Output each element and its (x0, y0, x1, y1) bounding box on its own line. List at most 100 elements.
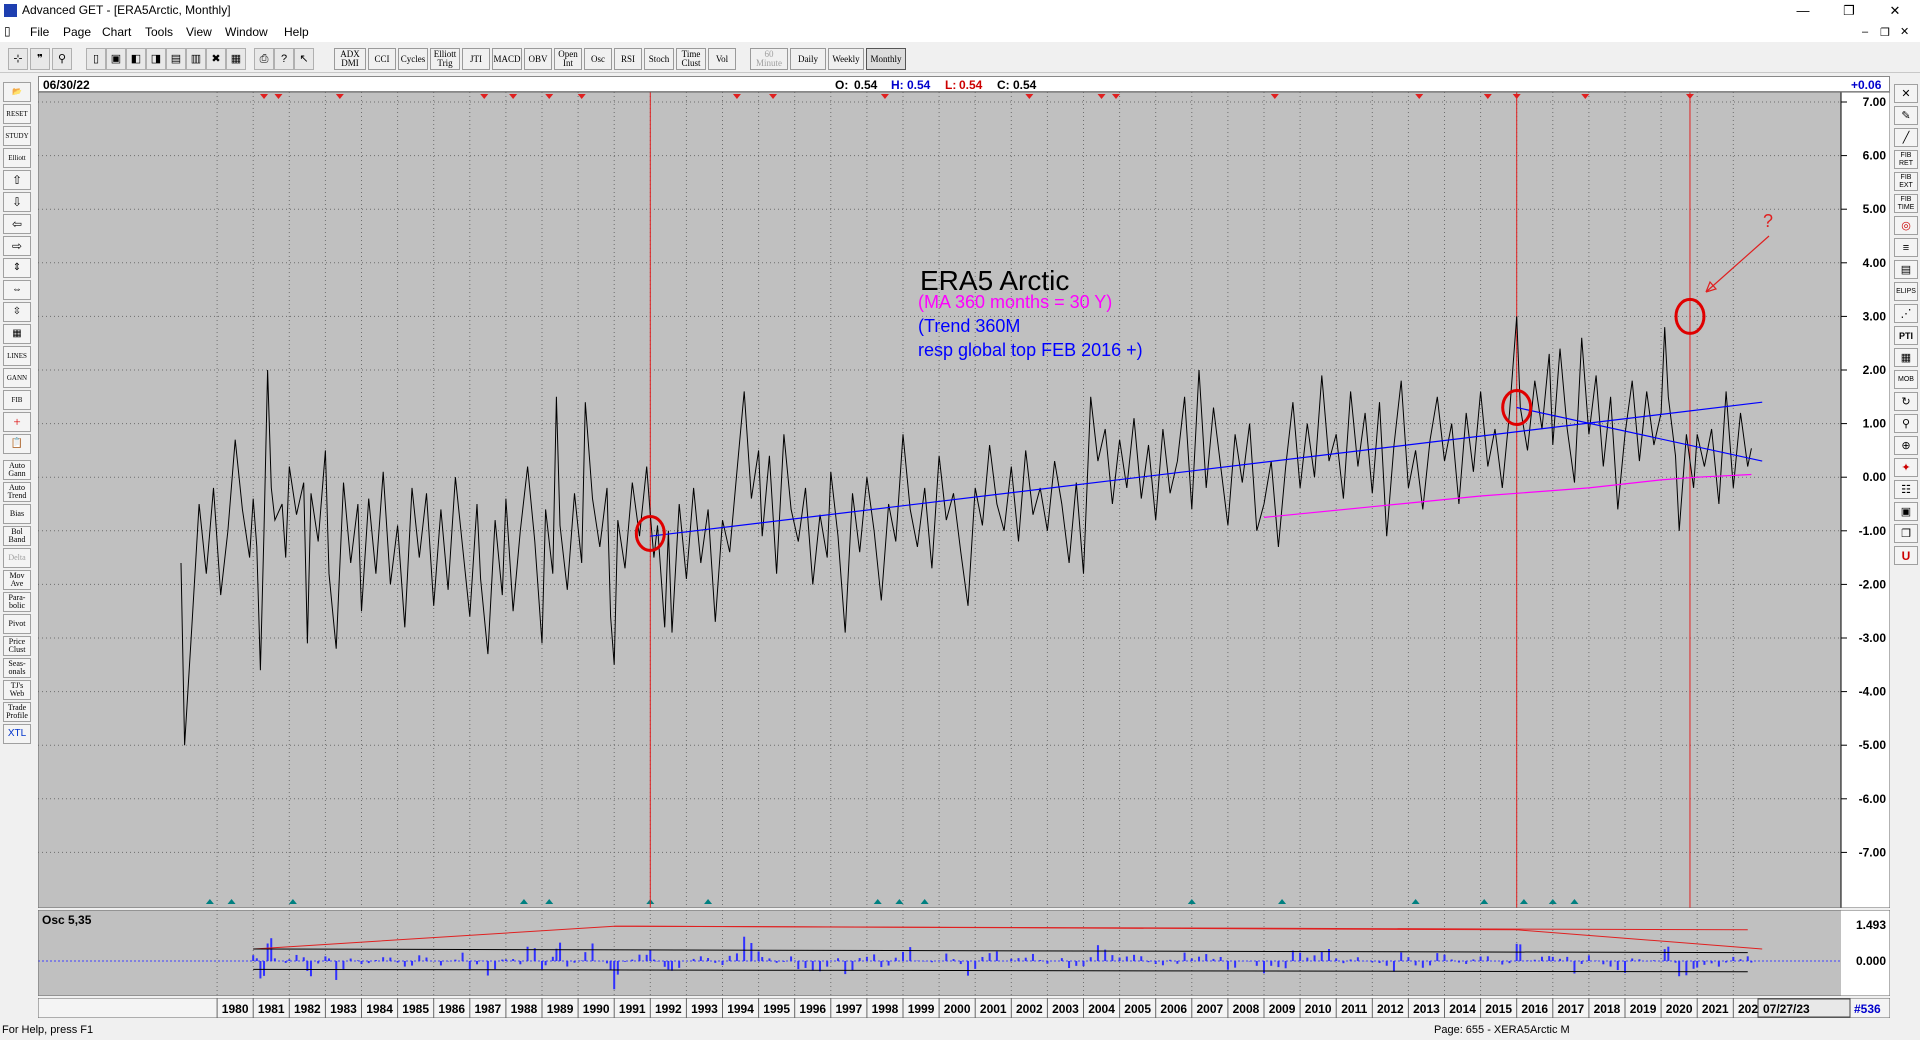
delete-icon[interactable]: ✖ (206, 48, 226, 70)
report-icon[interactable]: ▣ (1894, 502, 1918, 521)
rsi-button[interactable]: RSI (614, 48, 642, 70)
target-icon[interactable]: ◎ (1894, 216, 1918, 235)
pencil-icon[interactable]: ✎ (1894, 106, 1918, 125)
quote-icon[interactable]: ❞ (30, 48, 50, 70)
vol-button[interactable]: Vol (708, 48, 736, 70)
arrow-right-icon[interactable]: ⇨ (3, 236, 31, 256)
oscillator-panel[interactable]: 1.493 0.000 Osc 5,35 (38, 910, 1890, 996)
bol-band-button[interactable]: Bol Band (3, 526, 31, 546)
fan-icon[interactable]: ⋰ (1894, 304, 1918, 323)
parabolic-button[interactable]: Para- bolic (3, 592, 31, 612)
delta-button[interactable]: Delta (3, 548, 31, 568)
mdi-close-button[interactable]: ✕ (1900, 26, 1910, 38)
menu-help[interactable]: Help (284, 25, 309, 39)
line-tool-icon[interactable]: ╱ (1894, 128, 1918, 147)
arrow-left-icon[interactable]: ⇦ (3, 214, 31, 234)
seasonals-button[interactable]: Seas- onals (3, 658, 31, 678)
zoom-area-icon[interactable]: ⊕ (1894, 436, 1918, 455)
new-page-icon[interactable]: ▯ (86, 48, 106, 70)
copy-icon[interactable]: ❐ (1894, 524, 1918, 543)
menu-tools[interactable]: Tools (145, 25, 174, 39)
bar-scale-icon[interactable]: ⇕ (3, 258, 31, 278)
close-button[interactable]: ✕ (1889, 3, 1901, 18)
elliott-trig-button[interactable]: Elliott Trig (430, 48, 460, 70)
arrow-up-icon[interactable]: ⇧ (3, 170, 31, 190)
list-icon[interactable]: ☷ (1894, 480, 1918, 499)
timeframe-monthly-button[interactable]: Monthly (866, 48, 906, 70)
help-icon[interactable]: ? (274, 48, 294, 70)
cycle-tool-icon[interactable]: ↻ (1894, 392, 1918, 411)
auto-gann-button[interactable]: Auto Gann (3, 460, 31, 480)
jti-button[interactable]: JTI (462, 48, 490, 70)
elips-button[interactable]: ELIPS (1894, 282, 1918, 301)
fib-button[interactable]: FIB (3, 390, 31, 410)
auto-trend-button[interactable]: Auto Trend (3, 482, 31, 502)
clipboard-icon[interactable]: 📋 (3, 434, 31, 454)
macd-button[interactable]: MACD (492, 48, 522, 70)
mdi-restore-button[interactable]: ❐ (1880, 27, 1890, 39)
arrange-icon[interactable]: ▥ (186, 48, 206, 70)
pivot-button[interactable]: Pivot (3, 614, 31, 634)
menu-view[interactable]: View (186, 25, 212, 39)
lines-button[interactable]: LINES (3, 346, 31, 366)
box-icon[interactable]: ▤ (1894, 260, 1918, 279)
save-icon[interactable]: ▣ (106, 48, 126, 70)
adx-dmi-button[interactable]: ADX DMI (334, 48, 366, 70)
timeframe-weekly-button[interactable]: Weekly (828, 48, 864, 70)
fib-ret-button[interactable]: FIB RET (1894, 150, 1918, 169)
cycles-button[interactable]: Cycles (398, 48, 428, 70)
tjs-web-button[interactable]: TJ's Web (3, 680, 31, 700)
magnet-icon[interactable]: U (1894, 546, 1918, 565)
restore-button[interactable]: ❐ (1843, 3, 1855, 18)
cci-button[interactable]: CCI (368, 48, 396, 70)
pti-button[interactable]: PTI (1894, 326, 1918, 345)
open-icon[interactable]: ◧ (126, 48, 146, 70)
price-clust-button[interactable]: Price Clust (3, 636, 31, 656)
study-button[interactable]: STUDY (3, 126, 31, 146)
stoch-button[interactable]: Stoch (644, 48, 674, 70)
crosshair-icon[interactable]: + (3, 412, 31, 432)
compress-icon[interactable]: ⇔ (3, 280, 31, 300)
marker-icon[interactable]: ✦ (1894, 458, 1918, 477)
mov-ave-button[interactable]: Mov Ave (3, 570, 31, 590)
mdi-minimize-button[interactable]: – (1862, 26, 1869, 38)
minimize-button[interactable]: — (1796, 3, 1810, 18)
cycle-marker-top (1581, 94, 1590, 99)
chart-window-icon[interactable]: ◨ (146, 48, 166, 70)
close-chart-icon[interactable]: ✕ (1894, 84, 1918, 103)
xtl-button[interactable]: XTL (3, 724, 31, 744)
expand-icon[interactable]: ⇳ (3, 302, 31, 322)
trade-profile-button[interactable]: Trade Profile (3, 702, 31, 722)
osc-button[interactable]: Osc (584, 48, 612, 70)
reset-button[interactable]: RESET (3, 104, 31, 124)
time-clust-button[interactable]: Time Clust (676, 48, 706, 70)
elliott-button[interactable]: Elliott (3, 148, 31, 168)
menu-chart[interactable]: Chart (102, 25, 132, 39)
magnifier-icon[interactable]: ⚲ (1894, 414, 1918, 433)
gann-button[interactable]: GANN (3, 368, 31, 388)
open-chart-icon[interactable]: 📂 (3, 82, 31, 102)
gann-grid-icon[interactable]: ▦ (1894, 348, 1918, 367)
bias-button[interactable]: Bias (3, 504, 31, 524)
layout-icon[interactable]: ▤ (166, 48, 186, 70)
timeframe-daily-button[interactable]: Daily (790, 48, 826, 70)
print-icon[interactable]: ⎙ (254, 48, 274, 70)
obv-button[interactable]: OBV (524, 48, 552, 70)
timeframe-60-minute-button[interactable]: 60 Minute (750, 48, 788, 70)
menu-page[interactable]: Page (63, 25, 92, 39)
arrow-down-icon[interactable]: ⇩ (3, 192, 31, 212)
grid-tool-icon[interactable]: ▦ (3, 324, 31, 344)
channel-icon[interactable]: ≡ (1894, 238, 1918, 257)
annotation-ma: (MA 360 months = 30 Y) (918, 292, 1112, 312)
zoom-icon[interactable]: ⚲ (52, 48, 72, 70)
context-help-icon[interactable]: ↖ (294, 48, 314, 70)
menu-file[interactable]: File (30, 25, 50, 39)
menu-window[interactable]: Window (225, 25, 268, 39)
grid-icon[interactable]: ▦ (226, 48, 246, 70)
cursor-icon[interactable]: ⊹ (8, 48, 28, 70)
fib-ext-button[interactable]: FIB EXT (1894, 172, 1918, 191)
open-int-button[interactable]: Open Int (554, 48, 582, 70)
fib-time-button[interactable]: FIB TIME (1894, 194, 1918, 213)
mob-button[interactable]: MOB (1894, 370, 1918, 389)
price-chart[interactable]: 7.00 6.00 5.00 4.00 3.00 2.00 1.00 0.00 -1.00 -2.… (38, 92, 1890, 908)
